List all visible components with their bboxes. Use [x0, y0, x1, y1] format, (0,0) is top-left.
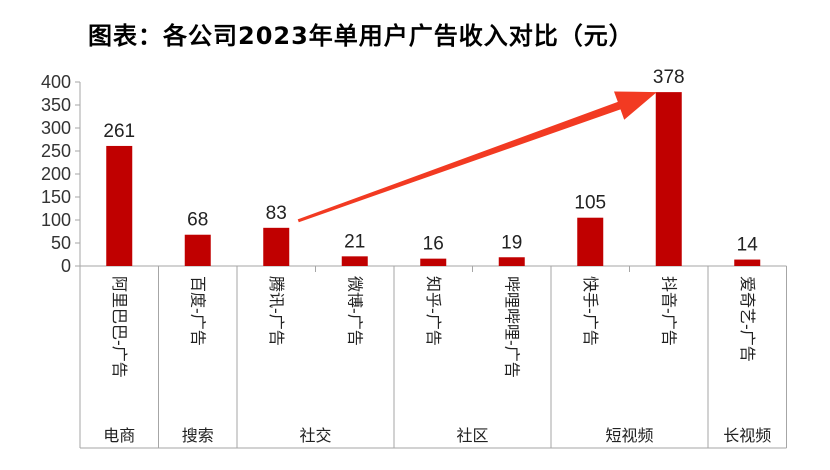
data-label: 21: [344, 231, 365, 252]
category-label: 爱奇艺-广告: [738, 276, 757, 362]
arrow-shape: [297, 91, 657, 223]
data-label: 261: [103, 121, 135, 142]
category-label: 微博-广告: [345, 276, 364, 346]
bar: [734, 259, 761, 266]
data-label: 16: [423, 234, 444, 255]
bar: [263, 227, 290, 266]
y-tick-label: 200: [41, 164, 71, 184]
y-tick-label: 350: [41, 95, 71, 115]
group-label: 电商: [103, 426, 135, 445]
bar: [420, 258, 447, 266]
group-label: 搜索: [182, 426, 214, 445]
category-label: 知乎-广告: [424, 276, 443, 346]
y-tick-label: 100: [41, 210, 71, 230]
data-label: 19: [501, 232, 522, 253]
y-tick-label: 300: [41, 118, 71, 138]
y-tick-label: 150: [41, 187, 71, 207]
group-label: 长视频: [723, 426, 771, 445]
category-label: 抖音-广告: [659, 276, 678, 346]
bar: [106, 145, 133, 266]
group-label: 短视频: [605, 426, 653, 445]
y-tick-label: 50: [51, 233, 71, 253]
bar: [498, 257, 525, 266]
category-label: 快手-广告: [581, 276, 600, 346]
category-label: 哔哩哔哩-广告: [502, 276, 521, 378]
data-labels: 261 68 83 21 16 19 105 378 14: [103, 67, 758, 255]
bar: [184, 234, 211, 266]
y-tick-label: 0: [61, 256, 71, 276]
group-labels: 电商 搜索 社交 社区 短视频 长视频: [103, 426, 771, 445]
group-label: 社交: [299, 426, 331, 445]
data-label: 14: [737, 235, 759, 256]
trend-arrow: [297, 91, 657, 223]
category-labels: 阿里巴巴-广告 百度-广告 腾讯-广告 微博-广告 知乎-广告 哔哩哔哩-广告 快手-广告 抖…: [110, 276, 757, 378]
bars: [106, 92, 761, 267]
group-label: 社区: [456, 426, 488, 445]
bar: [655, 92, 682, 267]
category-label: 阿里巴巴-广告: [110, 276, 129, 378]
category-label: 腾讯-广告: [267, 276, 286, 346]
data-label: 83: [266, 203, 287, 224]
data-label: 105: [574, 193, 606, 214]
bar: [577, 217, 604, 266]
y-axis: 0 50 100 150 200 250 300 350 400: [41, 72, 81, 276]
y-tick-label: 250: [41, 141, 71, 161]
category-label: 百度-广告: [188, 276, 207, 346]
data-label: 68: [187, 210, 208, 231]
bar: [341, 256, 368, 266]
data-label: 378: [653, 67, 685, 88]
chart-title: 图表：各公司2023年单用户广告收入对比（元）: [88, 22, 634, 50]
y-tick-label: 400: [41, 72, 71, 92]
